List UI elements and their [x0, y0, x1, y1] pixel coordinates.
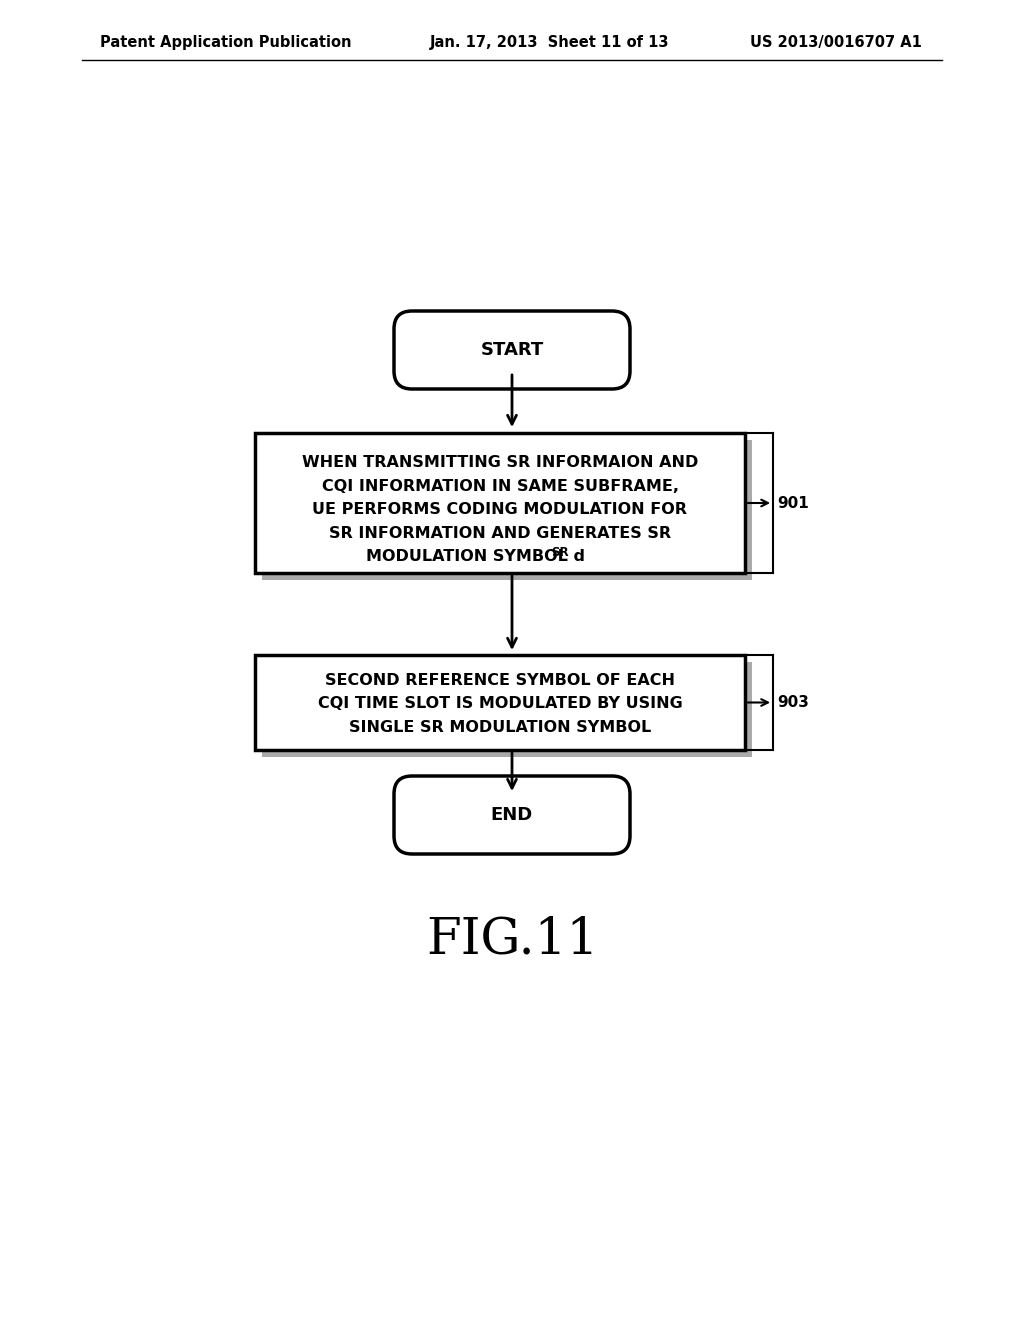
- Text: MODULATION SYMBOL d: MODULATION SYMBOL d: [366, 549, 585, 564]
- Text: SR: SR: [551, 546, 568, 558]
- Text: UE PERFORMS CODING MODULATION FOR: UE PERFORMS CODING MODULATION FOR: [312, 502, 687, 517]
- FancyBboxPatch shape: [255, 433, 745, 573]
- Text: FIG.11: FIG.11: [426, 915, 598, 965]
- Text: SECOND REFERENCE SYMBOL OF EACH: SECOND REFERENCE SYMBOL OF EACH: [325, 673, 675, 688]
- Text: SINGLE SR MODULATION SYMBOL: SINGLE SR MODULATION SYMBOL: [349, 719, 651, 735]
- FancyBboxPatch shape: [262, 663, 752, 756]
- Text: US 2013/0016707 A1: US 2013/0016707 A1: [750, 36, 922, 50]
- Text: 903: 903: [777, 696, 809, 710]
- FancyBboxPatch shape: [262, 440, 752, 579]
- FancyBboxPatch shape: [394, 776, 630, 854]
- Text: START: START: [480, 341, 544, 359]
- FancyBboxPatch shape: [394, 312, 630, 389]
- Text: WHEN TRANSMITTING SR INFORMAION AND: WHEN TRANSMITTING SR INFORMAION AND: [302, 455, 698, 470]
- Text: Patent Application Publication: Patent Application Publication: [100, 36, 351, 50]
- Text: Jan. 17, 2013  Sheet 11 of 13: Jan. 17, 2013 Sheet 11 of 13: [430, 36, 670, 50]
- Text: CQI INFORMATION IN SAME SUBFRAME,: CQI INFORMATION IN SAME SUBFRAME,: [322, 479, 679, 494]
- Text: 901: 901: [777, 495, 809, 511]
- Text: CQI TIME SLOT IS MODULATED BY USING: CQI TIME SLOT IS MODULATED BY USING: [317, 697, 682, 711]
- FancyBboxPatch shape: [255, 655, 745, 750]
- Text: END: END: [490, 807, 534, 824]
- Text: SR INFORMATION AND GENERATES SR: SR INFORMATION AND GENERATES SR: [329, 525, 671, 540]
